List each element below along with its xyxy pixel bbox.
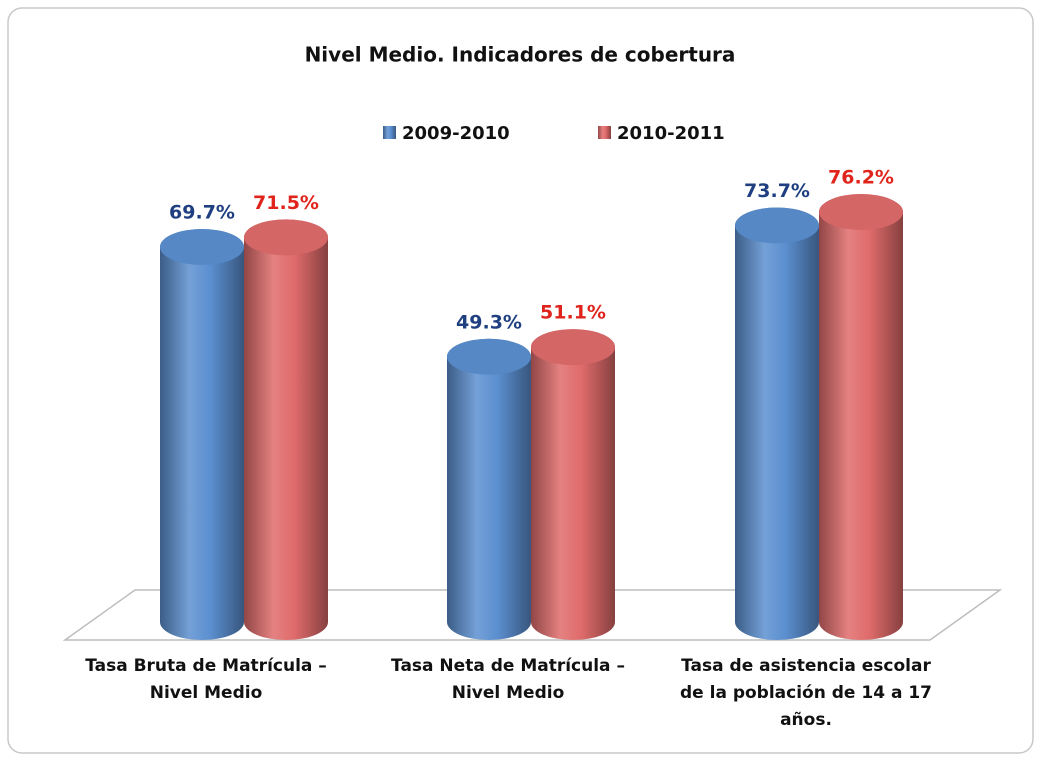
cylinder-top <box>160 229 244 266</box>
cylinder-body <box>160 229 245 640</box>
cylinder-top <box>735 207 819 244</box>
legend-label: 2009-2010 <box>402 123 510 144</box>
x-tick-label: Tasa de asistencia escolar de la poblaci… <box>680 656 932 730</box>
bar <box>447 338 531 640</box>
legend-swatch <box>383 126 396 139</box>
bar <box>160 229 245 640</box>
bar <box>819 194 903 640</box>
cylinder-body <box>735 207 819 640</box>
legend-label: 2010-2011 <box>617 123 725 144</box>
x-tick-label: Tasa Bruta de Matrícula – Nivel Medio <box>85 656 327 703</box>
cylinder-top <box>819 194 903 231</box>
bar <box>735 207 819 640</box>
data-label: 73.7% <box>744 180 810 202</box>
data-label: 49.3% <box>456 311 522 333</box>
cylinder-top <box>531 329 615 366</box>
cylinder-top <box>447 338 531 375</box>
bar <box>244 219 328 640</box>
cylinder-body <box>447 338 531 640</box>
cylinder-body <box>819 194 903 640</box>
data-label: 69.7% <box>169 202 235 224</box>
chart-title: Nivel Medio. Indicadores de cobertura <box>305 43 736 67</box>
cylinder-top <box>244 219 328 256</box>
x-tick-label: Tasa Neta de Matrícula – Nivel Medio <box>391 656 625 703</box>
cylinder-body <box>531 329 615 640</box>
cylinder-body <box>244 219 328 640</box>
data-label: 51.1% <box>540 302 606 324</box>
bar <box>531 329 615 640</box>
data-label: 71.5% <box>253 192 319 214</box>
legend-swatch <box>598 126 611 139</box>
data-label: 76.2% <box>828 167 894 189</box>
